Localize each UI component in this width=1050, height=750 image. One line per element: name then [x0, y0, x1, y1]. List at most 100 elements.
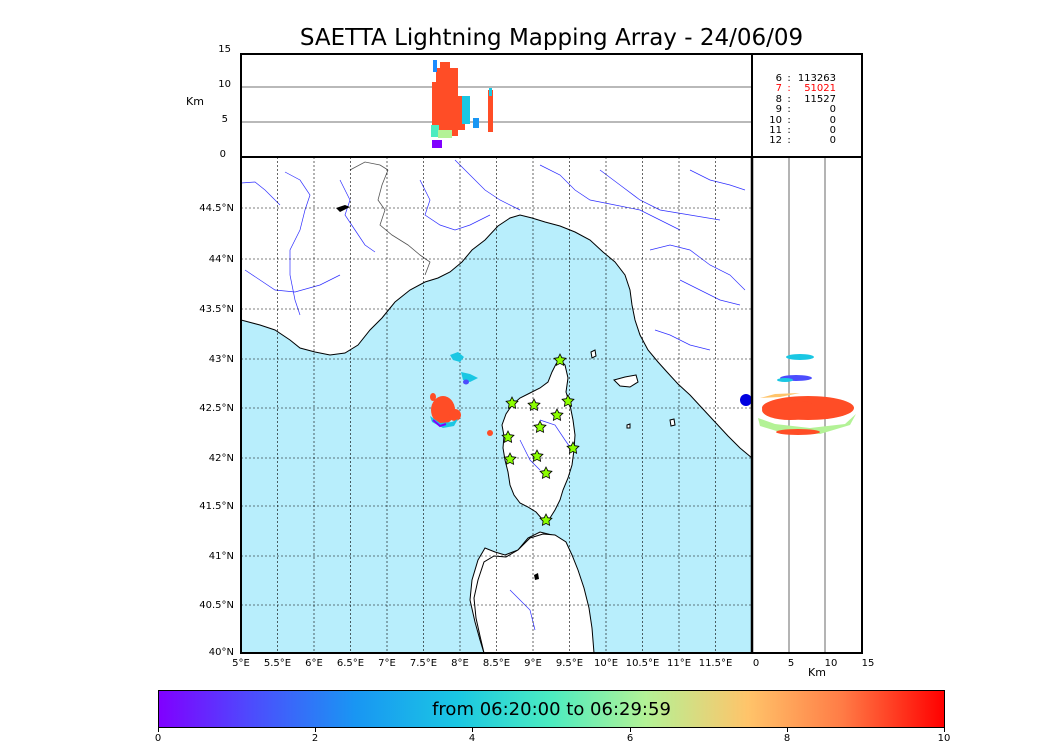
alt-ytick-0: 0 [220, 149, 226, 160]
cb-tick: 4 [468, 733, 476, 744]
map-panel [241, 157, 752, 653]
side-cyan-cell [786, 354, 814, 360]
side-cyan-cell-2 [777, 378, 793, 382]
station-count-value: 0 [829, 125, 836, 137]
capraia [590, 349, 597, 359]
station-count-value: 0 [829, 135, 836, 147]
lon-tick: 5.5°E [264, 658, 291, 669]
side-xtick-0: 0 [753, 658, 759, 669]
map-lightning-points [430, 352, 493, 436]
storm-cell-main [431, 396, 455, 424]
side-storm-top [760, 393, 800, 398]
station-count-row: 6:113263 [760, 73, 836, 84]
alt-ylabel: Km [186, 95, 204, 108]
lon-tick: 11°E [667, 658, 691, 669]
lon-tick: 5°E [232, 658, 250, 669]
station-star [503, 452, 517, 466]
lon-tick: 10.5°E [626, 658, 660, 669]
lake-sardinia [534, 573, 539, 580]
side-xtick-5: 5 [788, 658, 794, 669]
station-star [566, 441, 580, 455]
station-count-value: 113263 [797, 73, 836, 84]
station-count-row: 8: 11527 [760, 93, 836, 105]
storm-cell-blue [463, 379, 469, 385]
lat-tick: 43.5°N [199, 304, 234, 315]
station-count-value: 0 [829, 114, 836, 126]
station-count-sep: : [787, 135, 791, 147]
storm-cell-main-east [449, 409, 461, 421]
station-count-sep: : [787, 125, 791, 137]
alt-storm-column [436, 68, 458, 136]
station-count-key: 6 [775, 73, 782, 84]
lat-tick: 42.5°N [199, 403, 234, 414]
lon-tick: 7.5°E [410, 658, 437, 669]
station-star [533, 420, 547, 434]
lon-tick: 9.5°E [556, 658, 583, 669]
station-count-key: 9 [775, 104, 782, 116]
lon-tick: 10°E [594, 658, 618, 669]
time-colorbar: from 06:20:00 to 06:29:59 [158, 690, 945, 728]
lat-tick: 40°N [209, 647, 234, 658]
station-count-key: 8 [775, 93, 782, 105]
alt-storm-yellow-base [438, 130, 452, 138]
giglio [669, 418, 676, 427]
station-star [553, 353, 567, 367]
lat-tick: 40.5°N [199, 600, 234, 611]
side-xticks: 0 5 10 15 Km [753, 658, 875, 679]
lake-annecy [336, 205, 350, 212]
lat-tick: 42°N [209, 453, 234, 464]
station-count-row: 10: 0 [760, 114, 836, 126]
storm-cell-main-edge [430, 416, 458, 428]
alt-storm-column-tail [455, 96, 465, 130]
station-count-key: 7 [775, 83, 782, 95]
alt-ytick-10: 10 [218, 79, 231, 90]
side-xtick-10: 10 [825, 658, 838, 669]
side-storm-base [758, 414, 856, 434]
lon-tick: 6°E [305, 658, 323, 669]
storm-cell-main-violet [432, 419, 447, 428]
corsica [501, 359, 576, 521]
station-star [530, 449, 544, 463]
sardinia [473, 533, 595, 653]
station-star [539, 513, 553, 527]
station-count-row: 7: 51021 [760, 83, 836, 95]
station-star [550, 408, 564, 422]
cb-tickmark [944, 728, 945, 732]
side-storm-tail [776, 429, 820, 435]
alt-blue-cell [473, 118, 479, 128]
storm-cell-main-nw [430, 393, 436, 401]
station-count-value: 51021 [804, 83, 836, 95]
alt-ytick-15: 15 [218, 44, 231, 55]
station-count-row: 9: 0 [760, 104, 836, 116]
station-count-key: 10 [769, 114, 782, 126]
alt-storm-violet-base [432, 140, 442, 148]
side-xtick-15: 15 [862, 658, 875, 669]
lon-tick: 7°E [378, 658, 396, 669]
altitude-lightning-points [431, 60, 493, 148]
lat-tick: 44.5°N [199, 203, 234, 214]
lon-tick: 9°E [524, 658, 542, 669]
station-count-sep: : [787, 83, 791, 95]
alt-ytick-5: 5 [222, 114, 228, 125]
storm-cell-northeast [461, 372, 478, 382]
station-count-value: 0 [829, 104, 836, 116]
lat-tick: 41°N [209, 551, 234, 562]
lat-tick: 43°N [209, 354, 234, 365]
lat-tick: 41.5°N [199, 501, 234, 512]
cb-tick: 2 [311, 733, 319, 744]
chart-title: SAETTA Lightning Mapping Array - 24/06/0… [299, 25, 804, 51]
lon-tick: 8°E [451, 658, 469, 669]
cb-tick: 6 [626, 733, 634, 744]
alt-storm-column-edge [432, 82, 438, 136]
station-star [505, 396, 519, 410]
storm-cell-north [450, 352, 464, 362]
station-count-key: 12 [769, 135, 782, 147]
rivers [241, 159, 746, 631]
station-count-row: 11: 0 [760, 125, 836, 137]
cb-tickmark [472, 728, 473, 732]
side-edge-blue-points [740, 394, 752, 406]
alt-east-cell [488, 90, 493, 132]
lon-tick: 8.5°E [483, 658, 510, 669]
side-storm-west [762, 400, 818, 420]
